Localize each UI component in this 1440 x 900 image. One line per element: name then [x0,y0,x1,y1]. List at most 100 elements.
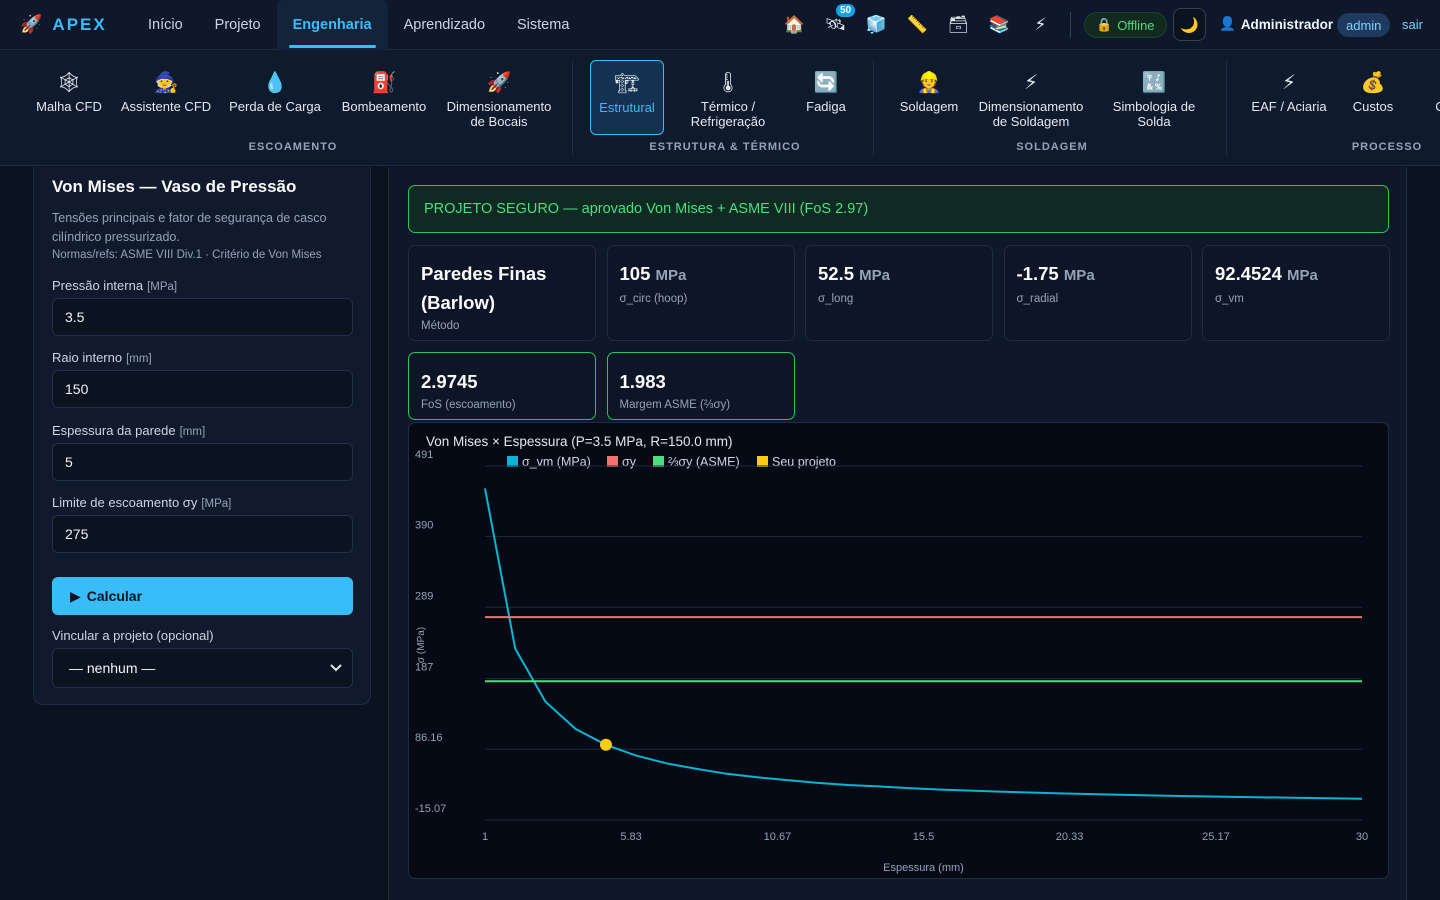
satellite-icon[interactable]: 🛰 50 [815,4,856,35]
ribbon-item-2-1[interactable]: ⚡ Dimensionamento de Soldagem [972,50,1090,146]
series-line-0 [484,488,1363,800]
panel-title: Von Mises — Vaso de Pressão [52,177,297,196]
y-tick-label: 187 [415,662,433,674]
check-card-0: 2.9745 FoS (escoamento) [408,352,596,420]
ribbon-item-1-1[interactable]: 🌡 Térmico / Refrigeração [680,50,776,146]
ribbon-group-label: SOLDAGEM [1016,141,1088,153]
card-value: Paredes Finas (Barlow) [421,259,583,317]
logout-link[interactable]: sair [1402,17,1423,32]
x-tick-label: 10.67 [764,831,792,843]
ribbon-item-label: Simbologia de Solda [1112,99,1196,129]
theme-toggle-button[interactable]: 🌙 [1173,8,1206,41]
ruler-icon[interactable]: 📏 [897,15,938,35]
legend-label-2[interactable]: ⅔σy (ASME) [668,455,740,469]
field-input-2[interactable]: 5 [52,443,353,481]
nav-tab-0[interactable]: Início [148,16,183,33]
ribbon-item-0-2[interactable]: 💧 Perda de Carga [227,50,323,146]
x-axis-label: Espessura (mm) [883,862,964,874]
ribbon-item-3-2[interactable]: C [1430,50,1440,146]
layers-icon[interactable]: 📚 [979,15,1020,35]
x-tick-label: 1 [482,831,488,843]
card-unit: MPa [1063,267,1095,284]
ribbon-item-1-2[interactable]: 🔄 Fadiga [791,50,861,146]
field-input-0[interactable]: 3.5 [52,298,353,336]
card-label: σ_long [818,293,854,305]
ribbon-item-2-0[interactable]: 👷 Soldagem [894,50,964,146]
weld-size-icon: ⚡ [1023,72,1039,94]
chart-svg: Von Mises × Espessura (P=3.5 MPa, R=150.… [415,434,1368,874]
card-value: 92.4524 MPa [1215,259,1377,290]
card-value: 52.5 MPa [818,259,980,290]
cube-icon[interactable]: 🧊 [856,15,897,35]
chart-title: Von Mises × Espessura (P=3.5 MPa, R=150.… [426,434,733,449]
ribbon-group-label: ESTRUTURA & TÉRMICO [649,141,801,153]
result-card-3: -1.75 MPa σ_radial [1003,245,1192,341]
ribbon-item-label: Dimensionamento de Soldagem [978,99,1084,129]
field-label-0: Pressão interna [MPa] [52,278,177,293]
card-label: σ_vm [1215,293,1244,305]
link-project-label: Vincular a projeto (opcional) [52,628,214,643]
legend-swatch-2 [653,456,664,467]
ribbon-item-0-0[interactable]: 🕸 Malha CFD [25,50,113,146]
legend-label-3[interactable]: Seu projeto [772,455,836,469]
offline-badge[interactable]: 🔒 Offline [1084,12,1167,38]
calculate-button[interactable]: ▶ Calcular [52,577,353,615]
ribbon-item-label: Térmico / Refrigeração [690,99,766,129]
role-badge: admin [1337,13,1391,37]
main-nav: Início Projeto Engenharia Aprendizado Sistem… [132,0,585,50]
ribbon-item-0-4[interactable]: 🚀 Dimensionamento de Bocais [440,50,558,146]
ribbon-item-3-0[interactable]: ⚡ EAF / Aciaria [1246,50,1332,146]
legend-swatch-3 [757,456,768,467]
field-label-2: Espessura da parede [mm] [52,423,205,438]
ribbon-group-label: ESCOAMENTO [248,141,338,153]
brand[interactable]: 🚀 APEX [20,14,116,35]
structure-icon: 🏗 [614,73,640,95]
user-label: Administrador [1240,16,1334,32]
card-value: 2.9745 [421,371,478,392]
y-tick-label: 491 [415,449,433,461]
design-point-marker[interactable] [599,738,612,751]
toolbar-icons: 🏠 🛰 50 🧊 📏 🗃 📚 ⚡ [774,0,1061,50]
nav-tab-4[interactable]: Sistema [517,16,570,33]
nav-tab-2[interactable]: Engenharia [276,0,388,50]
ribbon-item-2-2[interactable]: 🔣 Simbologia de Solda [1104,50,1204,146]
symbols-icon: 🔣 [1141,72,1167,94]
card-value-text: 105 [619,263,651,284]
lightning-icon[interactable]: ⚡ [1020,15,1061,35]
project-select[interactable]: — nenhum — [52,648,353,688]
nav-tab-1[interactable]: Projeto [214,16,261,33]
safety-banner: PROJETO SEGURO — aprovado Von Mises + AS… [408,185,1389,233]
ribbon-item-label: Assistente CFD [120,99,212,114]
home-icon[interactable]: 🏠 [774,15,815,35]
ribbon-item-0-3[interactable]: ⛽ Bombeamento [336,50,432,146]
home-icon-glyph: 🏠 [783,15,806,34]
x-tick-label: 5.83 [620,831,641,843]
result-card-1: 105 MPa σ_circ (hoop) [606,245,795,341]
nav-tab-3[interactable]: Aprendizado [403,16,486,33]
card-value-text: Paredes Finas (Barlow) [421,263,547,313]
ribbon-item-0-1[interactable]: 🧙 Assistente CFD [118,50,214,146]
ruler-icon-glyph: 📏 [906,15,929,34]
card-label: Margem ASME (⅔σy) [619,399,731,411]
y-tick-label: 390 [415,520,433,532]
wizard-icon: 🧙 [153,72,179,94]
user-name[interactable]: 👤 Administrador [1219,16,1333,32]
ribbon-item-1-0[interactable]: 🏗 Estrutural [590,60,664,135]
panel-refs: Normas/refs: ASME VIII Div.1 · Critério … [52,249,322,261]
field-input-1[interactable]: 150 [52,370,353,408]
play-icon: ▶ [70,587,81,604]
legend-label-0[interactable]: σ_vm (MPa) [522,455,591,469]
x-tick-label: 20.33 [1056,831,1084,843]
cycle-icon: 🔄 [813,72,839,94]
legend-swatch-1 [607,456,618,467]
ribbon-item-3-1[interactable]: 💰 Custos [1338,50,1408,146]
group-divider [1226,60,1227,156]
x-tick-label: 25.17 [1202,831,1230,843]
field-input-3[interactable]: 275 [52,515,353,553]
ribbon-item-label: Perda de Carga [229,99,321,114]
legend-label-1[interactable]: σy [622,455,637,469]
archive-icon[interactable]: 🗃 [938,15,979,35]
furnace-icon: ⚡ [1281,72,1297,94]
von-mises-chart: Von Mises × Espessura (P=3.5 MPa, R=150.… [408,422,1389,879]
result-card-0: Paredes Finas (Barlow) Método [408,245,596,341]
